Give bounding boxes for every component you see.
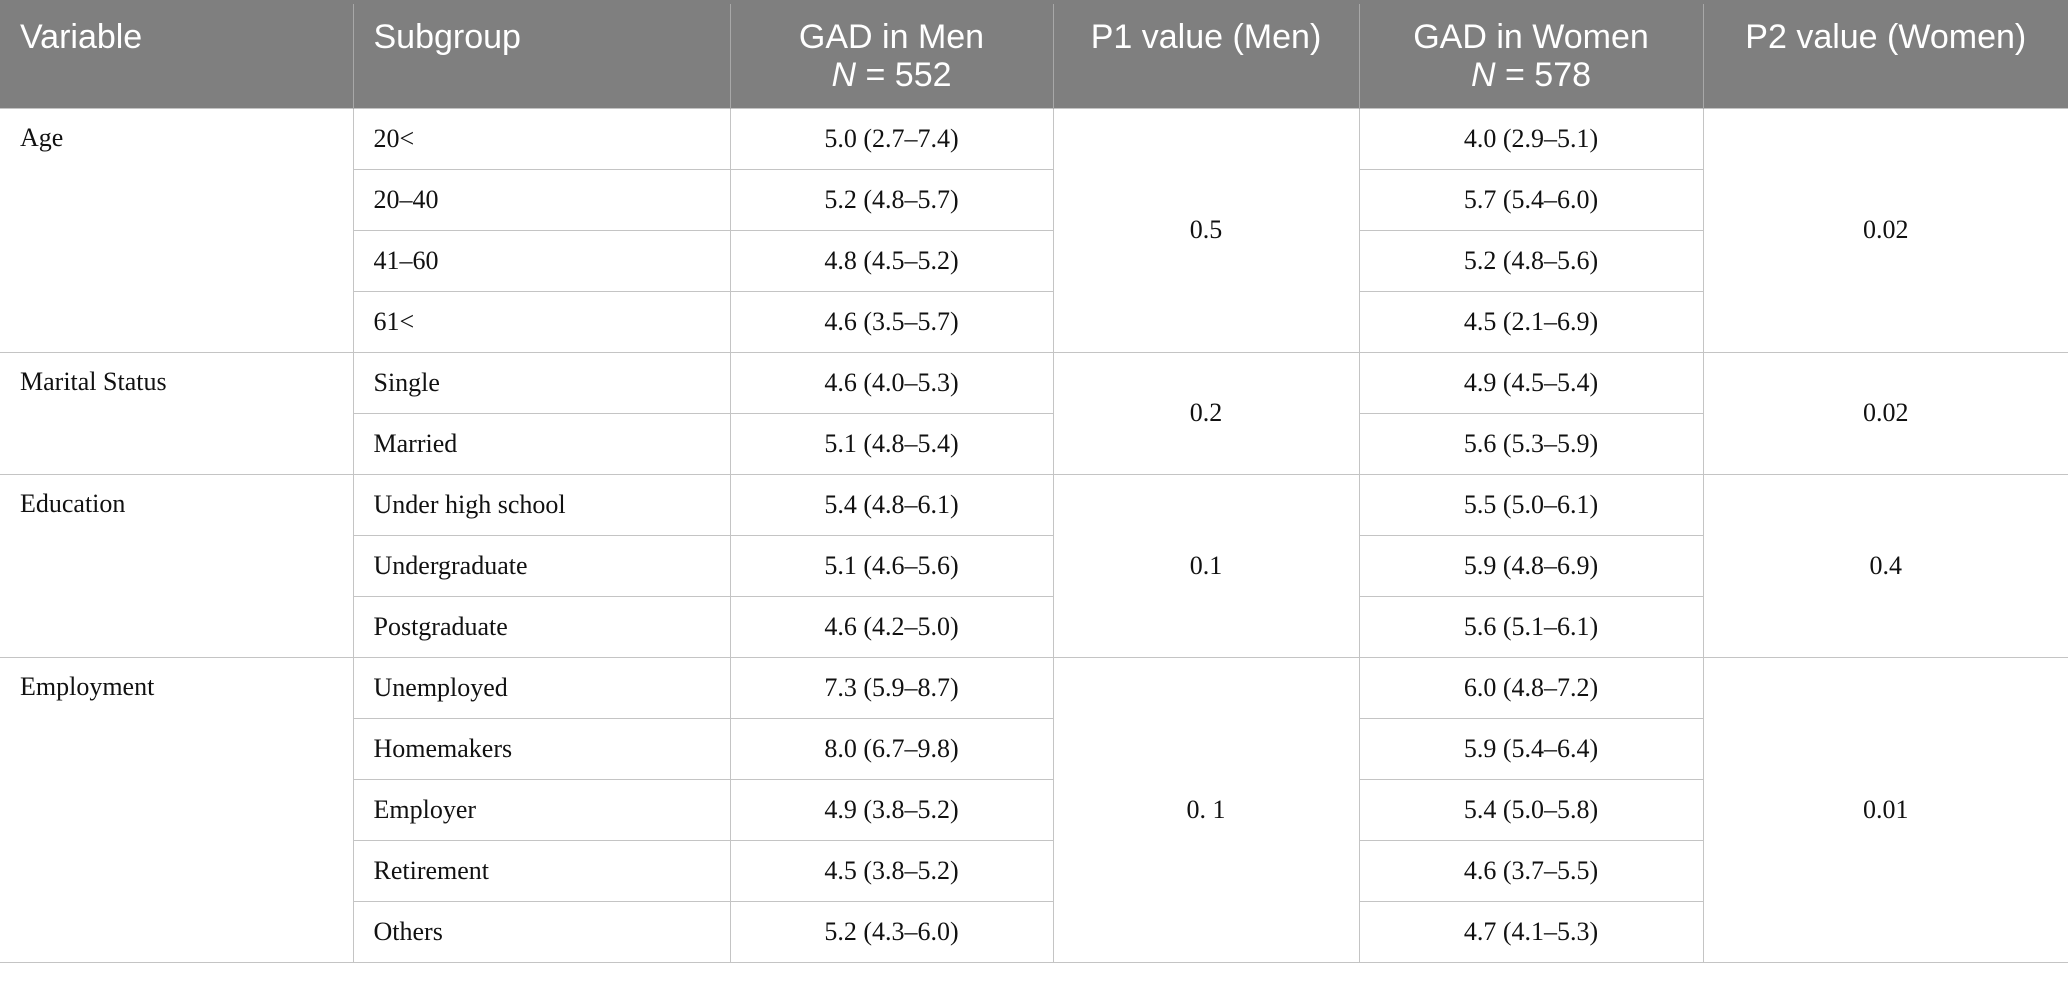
table-row: Marital Status Single 4.6 (4.0–5.3) 0.2 4.9 … [0,351,2068,475]
subgroup-cell: Homemakers [353,717,731,780]
table-row: Retirement 4.5 (3.8–5.2) 4.6 (3.7–5.5) [0,839,2068,902]
subgroup-cell: Retirement [353,839,731,902]
gad-women-cell: 5.7 (5.4–6.0) [1358,168,1703,231]
variable-cell: Education [0,473,354,658]
table-row: Employment Unemployed 7.3 (5.9–8.7) 0. 1 6.0… [0,656,2068,963]
variable-cell: Marital Status [0,351,354,475]
gad-men-cell: 5.0 (2.7–7.4) [729,107,1054,170]
gad-table-container: Variable Subgroup GAD in Men N = 552 P1 … [0,0,2068,963]
table-row: Undergraduate 5.1 (4.6–5.6) 5.9 (4.8–6.9) [0,534,2068,597]
subgroup-cell: Postgraduate [353,595,731,658]
gad-women-cell: 5.6 (5.1–6.1) [1358,595,1703,658]
header-gad-women-n-label: N [1470,56,1496,94]
table-row: Education Under high school 5.4 (4.8–6.1) 0… [0,473,2068,658]
gad-men-cell: 4.6 (3.5–5.7) [729,290,1054,353]
gad-women-cell: 6.0 (4.8–7.2) [1358,656,1704,719]
gad-men-cell: 4.5 (3.8–5.2) [729,839,1054,902]
header-gad-men-title: GAD in Men [798,18,985,56]
header-gad-women: GAD in Women N = 578 [1359,4,1704,108]
table-row: Employer 4.9 (3.8–5.2) 5.4 (5.0–5.8) [0,778,2068,841]
gad-table: Variable Subgroup GAD in Men N = 552 P1 … [0,4,2068,963]
table-row: 20–40 5.2 (4.8–5.7) 5.7 (5.4–6.0) [0,168,2068,231]
subgroup-cell: Under high school [352,473,731,536]
header-gad-men-n-value: = 552 [856,56,952,94]
p1-value-cell: 0.2 [1052,351,1360,475]
gad-men-cell: 5.4 (4.8–6.1) [729,473,1054,536]
header-gad-women-n-value: = 578 [1495,56,1592,94]
header-subgroup: Subgroup [353,4,731,108]
subgroup-cell: Married [353,412,731,475]
header-gad-women-title: GAD in Women [1413,18,1649,56]
header-gad-men: GAD in Men N = 552 [730,4,1054,108]
gad-women-cell: 5.5 (5.0–6.1) [1358,473,1704,536]
header-gad-men-n: N = 552 [751,56,1033,94]
variable-cell: Age [0,107,354,353]
gad-women-cell: 5.6 (5.3–5.9) [1358,412,1703,475]
gad-men-cell: 5.1 (4.6–5.6) [729,534,1054,597]
header-gad-women-n: N = 578 [1380,56,1683,94]
gad-men-cell: 5.2 (4.8–5.7) [729,168,1054,231]
header-p2: P2 value (Women) [1703,4,2068,108]
p2-value-cell: 0.4 [1702,473,2068,658]
header-variable: Variable [0,4,354,108]
p1-value-cell: 0.5 [1052,107,1360,353]
gad-men-cell: 8.0 (6.7–9.8) [729,717,1054,780]
table-body: Age 20< 5.0 (2.7–7.4) 0.5 4.0 (2.9–5.1) 0.02 2… [0,107,2068,963]
gad-women-cell: 5.9 (4.8–6.9) [1358,534,1703,597]
gad-men-cell: 4.9 (3.8–5.2) [729,778,1054,841]
p1-value-cell: 0.1 [1052,473,1360,658]
table-row: Homemakers 8.0 (6.7–9.8) 5.9 (5.4–6.4) [0,717,2068,780]
table-row: Postgraduate 4.6 (4.2–5.0) 5.6 (5.1–6.1) [0,595,2068,658]
gad-men-cell: 5.1 (4.8–5.4) [729,412,1054,475]
gad-men-cell: 4.8 (4.5–5.2) [729,229,1054,292]
gad-men-cell: 7.3 (5.9–8.7) [729,656,1054,719]
variable-cell: Employment [0,656,354,963]
gad-men-cell: 5.2 (4.3–6.0) [729,900,1054,963]
subgroup-cell: 20< [352,107,731,170]
subgroup-cell: Employer [353,778,731,841]
gad-women-cell: 4.0 (2.9–5.1) [1358,107,1704,170]
gad-women-cell: 4.9 (4.5–5.4) [1358,351,1704,414]
gad-women-cell: 5.9 (5.4–6.4) [1358,717,1703,780]
gad-women-cell: 4.5 (2.1–6.9) [1358,290,1703,353]
subgroup-cell: Undergraduate [353,534,731,597]
table-row: Others 5.2 (4.3–6.0) 4.7 (4.1–5.3) [0,900,2068,963]
table-top-rule [0,0,2068,4]
p2-value-cell: 0.02 [1702,351,2068,475]
header-gad-men-n-label: N [831,56,857,94]
p2-value-cell: 0.01 [1702,656,2068,963]
header-p1: P1 value (Men) [1053,4,1360,108]
subgroup-cell: Unemployed [352,656,731,719]
gad-women-cell: 4.7 (4.1–5.3) [1358,900,1703,963]
p1-value-cell: 0. 1 [1052,656,1360,963]
subgroup-cell: 20–40 [353,168,731,231]
table-row: Married 5.1 (4.8–5.4) 5.6 (5.3–5.9) [0,412,2068,475]
p2-value-cell: 0.02 [1702,107,2068,353]
gad-men-cell: 4.6 (4.2–5.0) [729,595,1054,658]
subgroup-cell: Single [352,351,731,414]
header-row: Variable Subgroup GAD in Men N = 552 P1 … [0,4,2068,108]
subgroup-cell: 61< [353,290,731,353]
gad-men-cell: 4.6 (4.0–5.3) [729,351,1054,414]
gad-women-cell: 4.6 (3.7–5.5) [1358,839,1703,902]
subgroup-cell: 41–60 [353,229,731,292]
table-header: Variable Subgroup GAD in Men N = 552 P1 … [0,4,2068,108]
subgroup-cell: Others [353,900,731,963]
table-row: Age 20< 5.0 (2.7–7.4) 0.5 4.0 (2.9–5.1) 0.02 [0,107,2068,353]
gad-women-cell: 5.2 (4.8–5.6) [1358,229,1703,292]
gad-women-cell: 5.4 (5.0–5.8) [1358,778,1703,841]
table-row: 61< 4.6 (3.5–5.7) 4.5 (2.1–6.9) [0,290,2068,353]
table-row: 41–60 4.8 (4.5–5.2) 5.2 (4.8–5.6) [0,229,2068,292]
